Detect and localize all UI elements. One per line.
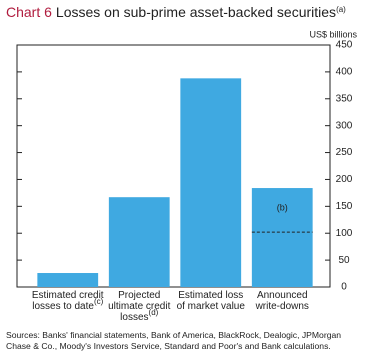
x-tick-label: Announced write-downs: [246, 290, 318, 312]
title-note: (a): [336, 5, 346, 14]
y-tick-label: 350: [336, 93, 353, 104]
y-tick-label: 300: [336, 120, 353, 131]
chart-title: Losses on sub-prime asset-backed securit…: [55, 4, 337, 20]
category-note: (c): [93, 297, 104, 306]
unit-label: US$ billions: [309, 29, 357, 39]
category-label: Projected ultimate credit losses: [108, 290, 171, 323]
y-tick-label: 250: [336, 147, 353, 158]
x-tick-label: Estimated credit losses to date(c): [32, 290, 104, 312]
category-note: (d): [148, 308, 159, 317]
plot-frame: [16, 44, 331, 288]
y-tick-label: 100: [336, 228, 353, 239]
y-tick-label: 450: [336, 40, 353, 51]
x-tick-label: Estimated loss of market value: [175, 290, 247, 312]
chart-title-block: Chart 6 Losses on sub-prime asset-backed …: [6, 4, 346, 20]
bar: [251, 188, 313, 287]
chart-number: Chart 6: [6, 4, 52, 20]
category-label: Estimated loss of market value: [176, 290, 245, 312]
source-note: Sources: Banks' financial statements, Ba…: [6, 330, 342, 351]
bar: [37, 273, 99, 287]
y-tick-label: 200: [336, 174, 353, 185]
category-label: Announced write-downs: [255, 290, 309, 312]
bar: [108, 197, 170, 287]
y-tick-label: 150: [336, 201, 353, 212]
annotation-label: (b): [277, 202, 288, 212]
x-tick-label: Projected ultimate credit losses(d): [103, 290, 175, 323]
y-tick-label: 400: [336, 67, 353, 78]
y-tick-label: 50: [338, 255, 350, 266]
category-label: Estimated credit losses to date: [31, 290, 104, 312]
y-tick-label: 0: [341, 282, 347, 293]
bar: [180, 78, 242, 287]
